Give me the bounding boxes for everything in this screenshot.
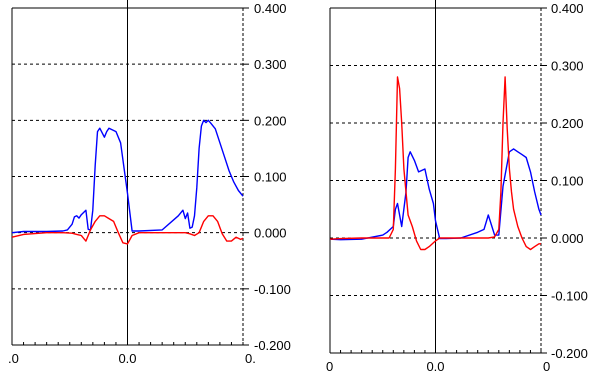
y-tick-label: 0.400 (551, 1, 584, 16)
y-tick-label: 0.000 (551, 231, 584, 246)
y-tick-label: -0.100 (254, 282, 291, 297)
x-tick-label: 0 (326, 359, 333, 374)
y-tick-label: 0.000 (254, 226, 287, 241)
y-tick-label: 0.300 (551, 59, 584, 74)
x-tick-label: .0 (8, 351, 19, 366)
y-tick-label: -0.200 (551, 346, 588, 361)
series-blue-line (329, 148, 542, 241)
y-tick-label: 0.100 (254, 170, 287, 185)
panel-gutter (320, 0, 328, 380)
y-tick-label: 0.200 (551, 116, 584, 131)
x-tick-label: 0.0 (426, 359, 444, 374)
y-tick-label: 0.200 (254, 113, 287, 128)
y-tick-label: -0.100 (551, 289, 588, 304)
series-red-line (329, 76, 541, 251)
y-tick-label: -0.200 (254, 338, 291, 353)
x-tick-label: 0.0 (118, 351, 136, 366)
x-tick-label: 0. (245, 351, 256, 366)
series-red-line (11, 215, 244, 245)
series-blue-line (11, 119, 244, 234)
y-tick-label: 0.400 (254, 1, 287, 16)
y-tick-label: 0.300 (254, 57, 287, 72)
y-tick-label: 0.100 (551, 174, 584, 189)
x-tick-label: 0 (543, 359, 550, 374)
chart-panel-1: 0.400 0.300 0.200 0.100 0.000 -0.100 -0.200 .0 0… (8, 0, 291, 366)
